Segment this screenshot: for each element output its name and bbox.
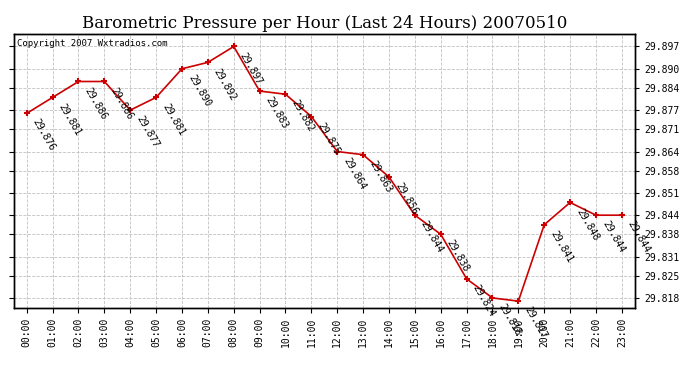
Text: 29.897: 29.897 (238, 51, 264, 86)
Text: 29.848: 29.848 (574, 207, 600, 242)
Text: 29.838: 29.838 (445, 238, 471, 274)
Text: 29.886: 29.886 (83, 86, 109, 121)
Text: 29.877: 29.877 (135, 114, 161, 150)
Text: 29.886: 29.886 (108, 86, 135, 121)
Text: 29.890: 29.890 (186, 73, 213, 108)
Text: 29.817: 29.817 (522, 305, 549, 341)
Text: 29.844: 29.844 (600, 219, 627, 255)
Text: 29.892: 29.892 (212, 67, 238, 102)
Text: 29.882: 29.882 (290, 98, 316, 134)
Text: Copyright 2007 Wxtradios.com: Copyright 2007 Wxtradios.com (17, 39, 168, 48)
Text: 29.863: 29.863 (367, 159, 393, 194)
Text: 29.841: 29.841 (549, 229, 575, 264)
Text: 29.883: 29.883 (264, 95, 290, 131)
Text: 29.876: 29.876 (31, 117, 57, 153)
Title: Barometric Pressure per Hour (Last 24 Hours) 20070510: Barometric Pressure per Hour (Last 24 Ho… (81, 15, 567, 32)
Text: 29.818: 29.818 (497, 302, 523, 338)
Text: 29.875: 29.875 (315, 121, 342, 156)
Text: 29.844: 29.844 (419, 219, 445, 255)
Text: 29.824: 29.824 (471, 283, 497, 318)
Text: 29.881: 29.881 (57, 102, 83, 137)
Text: 29.844: 29.844 (626, 219, 652, 255)
Text: 29.856: 29.856 (393, 181, 420, 217)
Text: 29.881: 29.881 (160, 102, 186, 137)
Text: 29.864: 29.864 (342, 156, 368, 191)
